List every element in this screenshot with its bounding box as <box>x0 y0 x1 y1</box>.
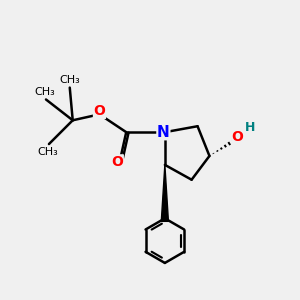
Text: O: O <box>232 130 244 144</box>
Text: N: N <box>157 125 170 140</box>
Text: H: H <box>244 121 255 134</box>
Text: O: O <box>111 155 123 169</box>
Text: CH₃: CH₃ <box>34 86 55 97</box>
Text: CH₃: CH₃ <box>37 147 58 157</box>
Text: CH₃: CH₃ <box>59 75 80 85</box>
Polygon shape <box>161 165 168 221</box>
Text: O: O <box>94 104 105 118</box>
